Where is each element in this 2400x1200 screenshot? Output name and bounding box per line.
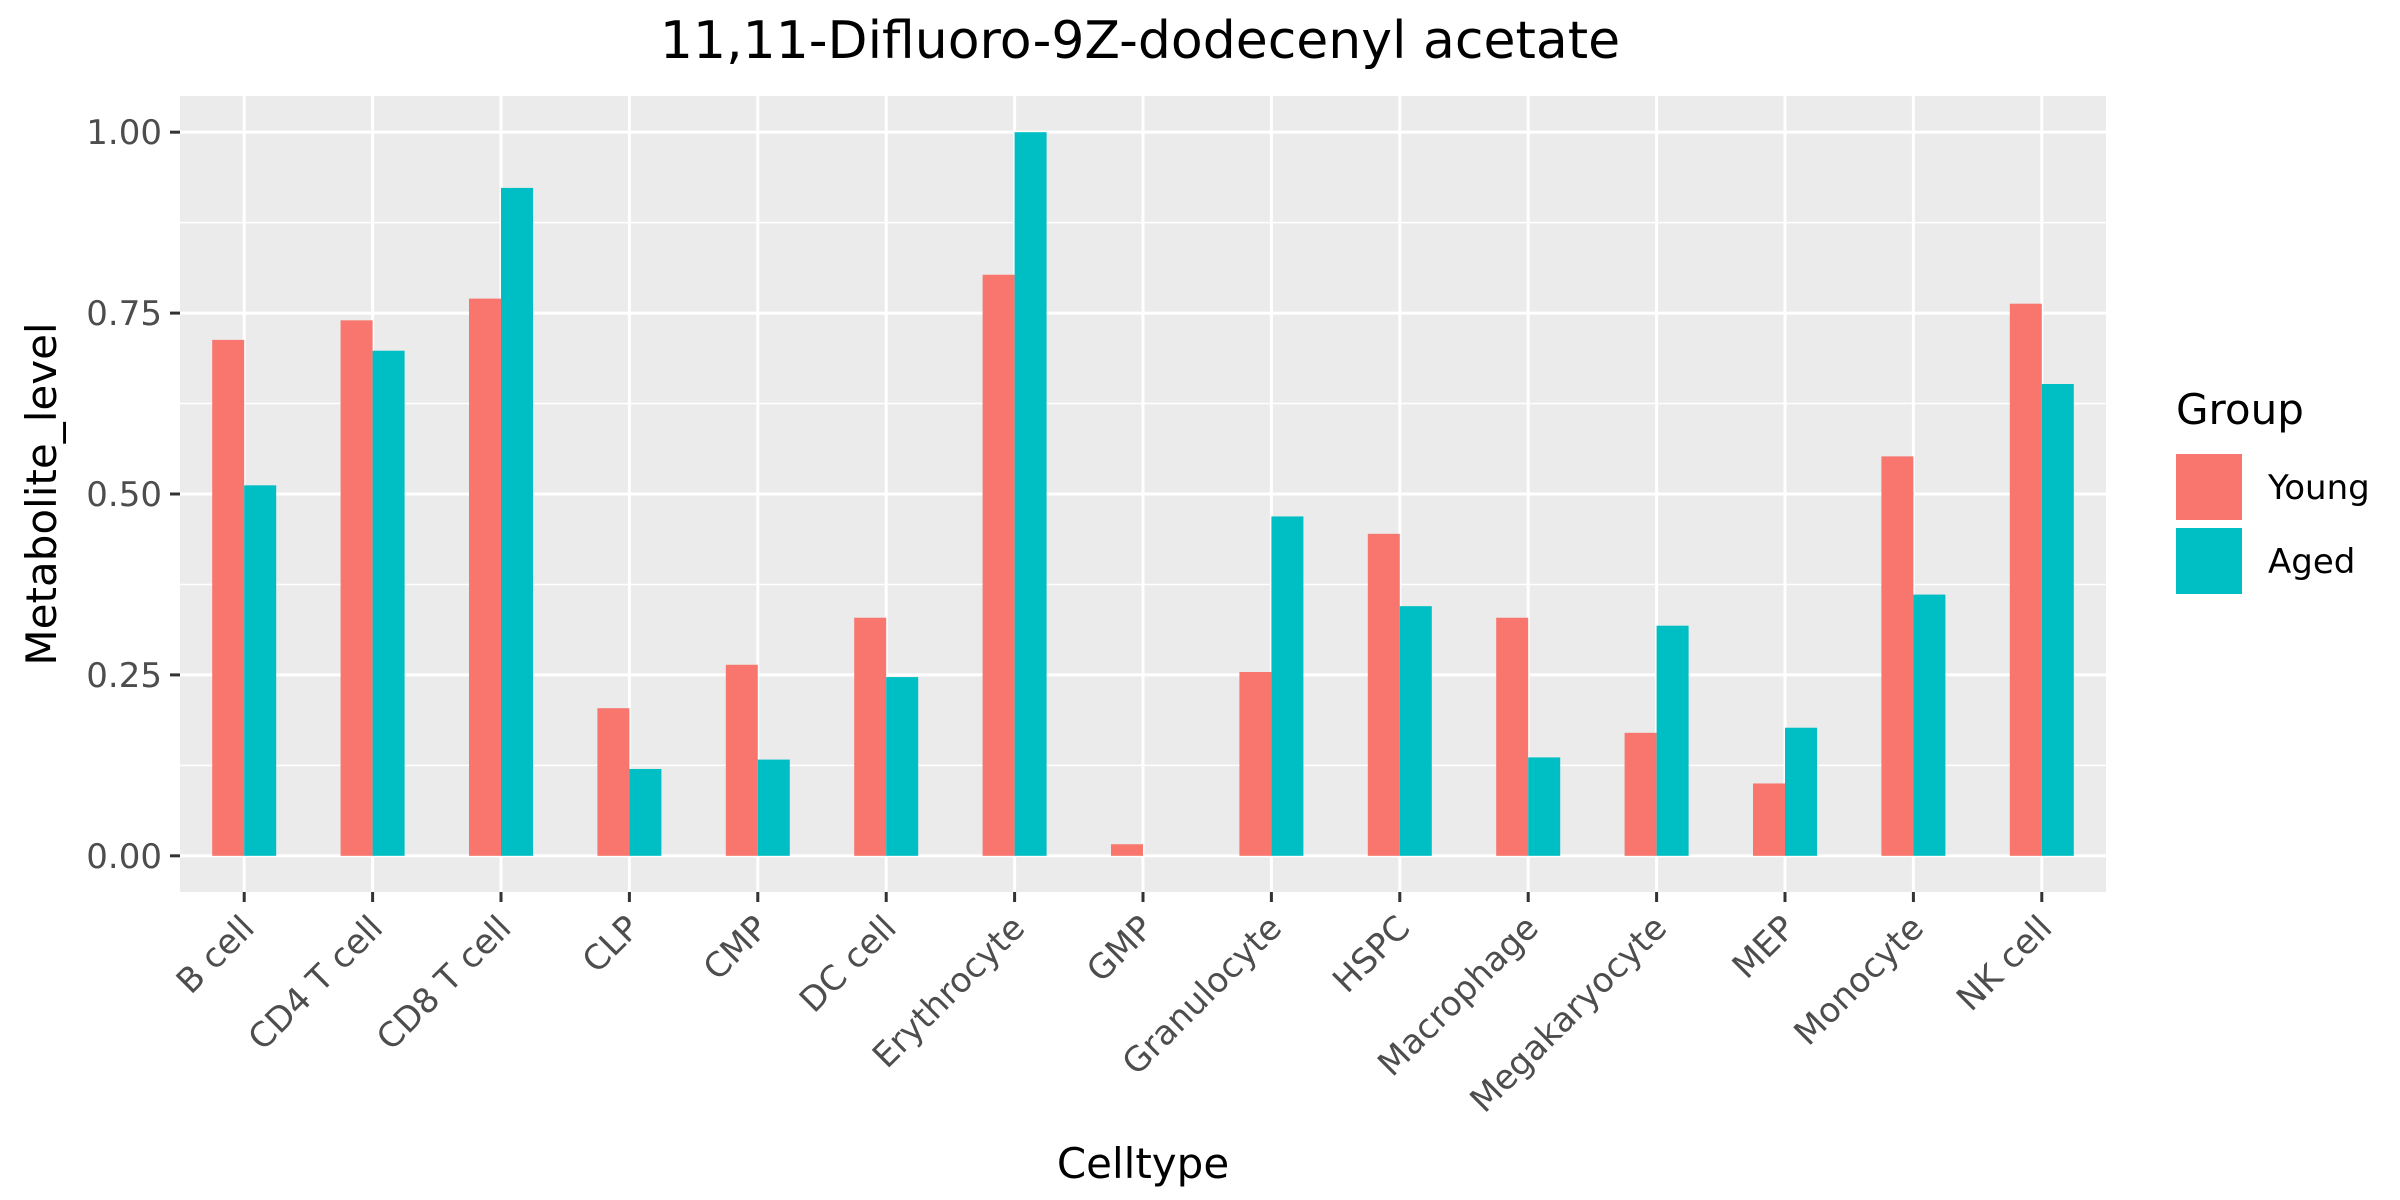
bar-aged-cd8-t-cell	[501, 187, 533, 856]
bar-aged-nk-cell	[2041, 384, 2074, 856]
x-tick-label: B cell	[169, 908, 263, 1002]
legend: Group Young Aged	[2176, 385, 2370, 594]
x-tick-label: MEP	[1725, 908, 1804, 987]
bar-young-b-cell	[212, 339, 245, 856]
bar-aged-cmp	[757, 759, 790, 856]
x-tick-label: CD8 T cell	[369, 908, 519, 1058]
x-tick-label: CLP	[575, 908, 648, 981]
bar-young-gmp	[1111, 844, 1143, 856]
bar-young-cd4-t-cell	[340, 320, 373, 856]
bar-young-erythrocyte	[982, 274, 1015, 856]
x-tick-label: DC cell	[792, 908, 905, 1021]
bar-young-macrophage	[1496, 617, 1529, 856]
bar-young-nk-cell	[2009, 303, 2042, 856]
bar-aged-cd4-t-cell	[372, 350, 405, 856]
bar-young-hspc	[1367, 533, 1400, 856]
x-tick-label: CMP	[696, 908, 776, 988]
bar-aged-b-cell	[244, 485, 277, 856]
y-tick-label: 0.50	[86, 475, 162, 515]
bar-young-monocyte	[1881, 456, 1914, 856]
bar-aged-clp	[629, 768, 662, 856]
bar-aged-dc-cell	[886, 677, 919, 856]
chart-title: 11,11-Difluoro-9Z-dodecenyl acetate	[660, 11, 1620, 71]
y-axis: 0.00 0.25 0.50 0.75 1.00	[86, 113, 180, 877]
bar-young-cd8-t-cell	[469, 298, 501, 856]
bar-aged-megakaryocyte	[1656, 625, 1689, 856]
bars	[212, 132, 2074, 856]
bar-young-cmp	[725, 664, 758, 856]
y-tick-label: 0.25	[86, 656, 162, 696]
bar-aged-mep	[1785, 727, 1817, 856]
x-tick-label: NK cell	[1949, 908, 2060, 1019]
legend-label-aged: Aged	[2268, 542, 2355, 582]
bar-young-granulocyte	[1239, 672, 1272, 856]
x-tick-label: Monocyte	[1786, 908, 1931, 1053]
bar-aged-hspc	[1399, 606, 1432, 856]
y-tick-label: 0.75	[86, 294, 162, 334]
y-tick-label: 0.00	[86, 837, 162, 877]
bar-aged-erythrocyte	[1014, 132, 1047, 856]
y-axis-title: Metabolite_level	[17, 322, 66, 665]
x-tick-label: HSPC	[1325, 908, 1418, 1001]
y-tick-label: 1.00	[86, 113, 162, 153]
bar-aged-monocyte	[1913, 594, 1946, 856]
bar-young-megakaryocyte	[1624, 732, 1657, 856]
x-tick-label: GMP	[1079, 908, 1161, 990]
bar-young-dc-cell	[854, 617, 887, 856]
x-tick-label: CD4 T cell	[241, 908, 391, 1058]
legend-key-young	[2176, 454, 2242, 520]
bar-aged-granulocyte	[1271, 516, 1304, 856]
legend-title: Group	[2176, 385, 2304, 434]
bar-young-clp	[597, 708, 630, 856]
legend-label-young: Young	[2267, 468, 2370, 508]
bar-aged-macrophage	[1528, 757, 1561, 856]
x-axis-title: Celltype	[1057, 1139, 1229, 1188]
legend-key-aged	[2176, 528, 2242, 594]
bar-young-mep	[1753, 783, 1785, 856]
